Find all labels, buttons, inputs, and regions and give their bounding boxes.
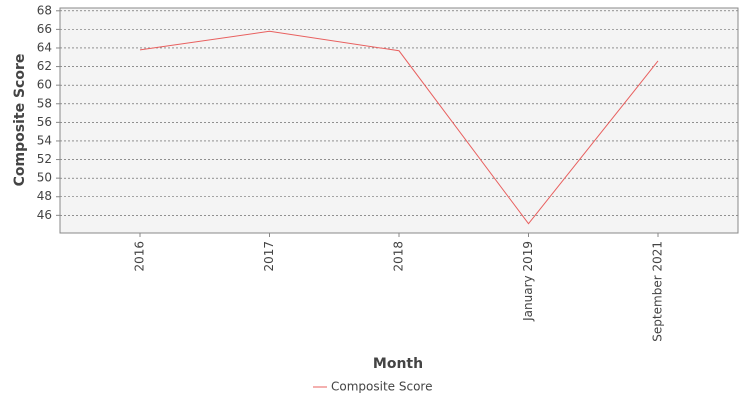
y-tick-label: 50 xyxy=(37,171,52,185)
y-tick-label: 58 xyxy=(37,96,52,110)
x-tick-label: 2016 xyxy=(133,241,147,272)
legend-label: Composite Score xyxy=(331,380,432,394)
x-axis-title: Month xyxy=(373,356,423,372)
y-tick-label: 52 xyxy=(37,152,52,166)
y-tick-label: 56 xyxy=(37,115,52,129)
x-tick-label: 2018 xyxy=(392,241,406,272)
x-tick-label: September 2021 xyxy=(651,241,665,342)
y-tick-label: 46 xyxy=(37,208,52,222)
data-line xyxy=(139,30,659,225)
x-tick-label: January 2019 xyxy=(521,241,535,322)
y-axis-title: Composite Score xyxy=(12,54,28,187)
y-tick-label: 54 xyxy=(37,133,52,147)
y-tick-label: 68 xyxy=(37,3,52,17)
y-tick-label: 62 xyxy=(37,59,52,73)
plot-area xyxy=(60,8,738,233)
y-tick-label: 66 xyxy=(37,22,52,36)
y-tick-label: 48 xyxy=(37,189,52,203)
y-tick-label: 60 xyxy=(37,78,52,92)
y-tick-label: 64 xyxy=(37,40,52,54)
x-tick-label: 2017 xyxy=(262,241,276,272)
